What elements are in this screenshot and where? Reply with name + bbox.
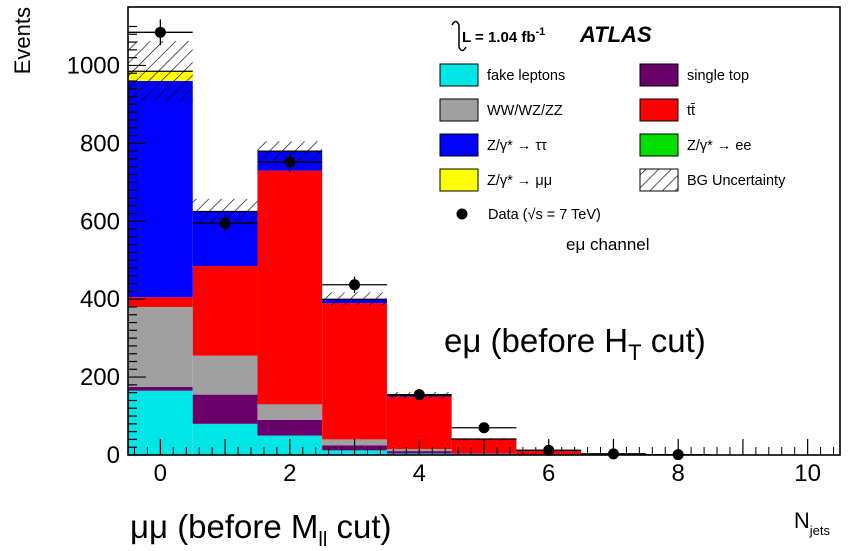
mumu-annotation-main: μμ (before M (130, 508, 318, 545)
bar-single-top-0 (128, 386, 193, 391)
legend-swatch-right-3 (639, 168, 679, 192)
bg-uncertainty-0 (128, 41, 193, 102)
legend-swatch-right-0 (639, 63, 679, 87)
legend-swatch-right-1 (639, 98, 679, 122)
x-tick-label-2: 2 (283, 460, 296, 487)
legend-swatch-left-1 (439, 98, 479, 122)
legend-swatch-left-2 (439, 133, 479, 157)
y-tick-label-0: 0 (107, 442, 120, 469)
legend-label-right-2: Z/γ* → ee (687, 138, 751, 154)
x-axis-title-sub: jets (809, 523, 831, 538)
emu-annotation-sub: T (628, 340, 641, 365)
y-tick-label-600: 600 (80, 208, 120, 235)
emu-annotation-main: eμ (before H (444, 322, 628, 359)
plot-area (128, 19, 711, 461)
legend-label-left-1: WW/WZ/ZZ (487, 103, 563, 119)
bar-z-0 (128, 81, 193, 298)
data-point-3 (349, 279, 361, 291)
x-tick-label-10: 10 (794, 460, 821, 487)
emu-annotation-suffix: cut) (642, 322, 706, 359)
x-tick-label-6: 6 (542, 460, 555, 487)
bar-ww-wz-zz-2 (257, 404, 323, 420)
y-tick-label-200: 200 (80, 364, 120, 391)
legend-data-marker (456, 208, 468, 220)
mumu-annotation-suffix: cut) (327, 508, 391, 545)
data-point-5 (478, 422, 490, 434)
legend: L = 1.04 fb-1 ATLAS fake leptons WW/WZ/ZZ Z/… (439, 20, 786, 254)
emu-annotation: eμ (before HT cut) (444, 322, 706, 365)
legend-label-left-2: Z/γ* → ττ (487, 138, 547, 154)
x-axis-title: Njets (794, 508, 831, 538)
x-tick-label-4: 4 (413, 460, 426, 487)
y-tick-label-800: 800 (80, 130, 120, 157)
legend-label-right-1: tt̄ (687, 103, 695, 119)
legend-label-left-0: fake leptons (487, 68, 565, 84)
x-tick-label-8: 8 (672, 460, 685, 487)
legend-lumi: L = 1.04 fb-1 (462, 26, 545, 46)
y-tick-label-1000: 1000 (67, 52, 120, 79)
legend-lumi-sup: -1 (536, 26, 546, 38)
channel-label: eμ channel (566, 235, 650, 254)
x-axis-title-main: N (794, 508, 810, 533)
bar-ww-wz-zz-0 (128, 306, 193, 387)
bar-tt-0 (128, 297, 193, 307)
bar-tt-2 (257, 170, 323, 405)
data-point-1 (219, 217, 231, 229)
legend-swatch-right-2 (639, 133, 679, 157)
mumu-annotation-sub: ll (318, 529, 327, 551)
legend-swatch-left-0 (439, 63, 479, 87)
legend-label-right-3: BG Uncertainty (687, 173, 786, 189)
data-point-4 (413, 389, 425, 401)
y-axis-title: Events (10, 7, 35, 74)
bar-single-top-2 (257, 419, 323, 436)
legend-label-left-3: Z/γ* → μμ (487, 173, 552, 189)
bar-ww-wz-zz-1 (192, 355, 258, 395)
legend-lumi-main: L = 1.04 fb (462, 29, 536, 46)
legend-swatch-left-3 (439, 168, 479, 192)
data-point-2 (284, 156, 296, 168)
mumu-annotation: μμ (before Mll cut) (130, 508, 392, 551)
legend-label-right-0: single top (687, 68, 749, 84)
bar-tt-3 (322, 303, 387, 440)
y-tick-label-400: 400 (80, 286, 120, 313)
axes: 0 200 400 600 800 1000 0 2 4 6 8 10 Events Njets (10, 6, 841, 538)
data-point-0 (154, 26, 166, 38)
x-tick-label-0: 0 (154, 460, 167, 487)
legend-data-label: Data (√s = 7 TeV) (488, 207, 601, 223)
integral-sign (451, 20, 467, 52)
bar-single-top-1 (192, 394, 258, 424)
bar-tt-1 (192, 266, 258, 356)
atlas-label: ATLAS (579, 22, 652, 47)
annotations: eμ (before HT cut)μμ (before Mll cut) (130, 322, 706, 551)
bg-uncertainty-2 (257, 141, 323, 161)
bg-uncertainty-3 (322, 292, 387, 306)
